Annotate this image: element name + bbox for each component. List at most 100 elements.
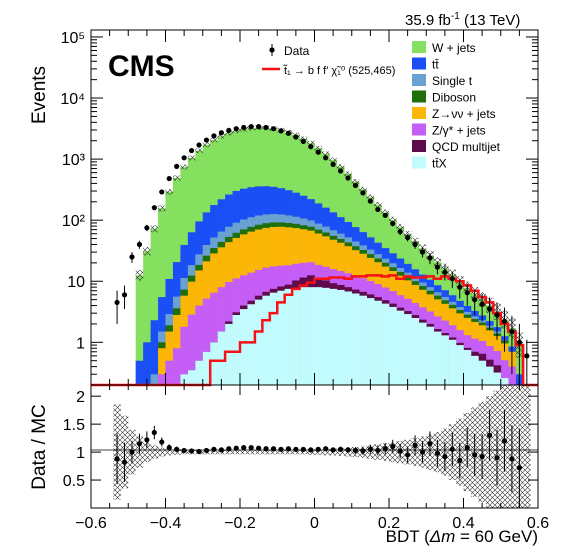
ratio-point: [434, 450, 441, 456]
ratio-point: [501, 438, 508, 444]
ratio-tick-label: 1.5: [63, 417, 85, 434]
x-axis-label: BDT (Δm = 60 GeV): [386, 527, 538, 546]
ratio-point: [509, 456, 515, 462]
mc-uncertainty-hatch: [165, 189, 173, 195]
ratio-point: [323, 446, 329, 452]
data-point: [270, 126, 277, 132]
stack-bar-tt-x: [195, 360, 204, 385]
stack-bar-tt-x: [359, 295, 367, 385]
mc-uncertainty-hatch: [180, 164, 188, 170]
data-point: [129, 254, 135, 260]
ratio-point: [270, 446, 277, 452]
mc-uncertainty-hatch: [195, 148, 203, 154]
data-point: [181, 155, 187, 161]
x-tick-label: 0.4: [452, 515, 474, 532]
legend-label: Z→νν + jets: [432, 107, 496, 121]
mc-uncertainty-hatch: [366, 194, 375, 201]
data-point: [233, 126, 239, 132]
stack-bar-tt-x: [418, 322, 427, 385]
stack-bar-tt-x: [262, 295, 271, 385]
legend-signal-label: t̃₁ → b f f′ χ̃₁⁰ (525,465): [283, 64, 396, 77]
ratio-point: [203, 447, 210, 454]
stack-bar-z-jets: [508, 366, 516, 385]
ratio-point: [464, 445, 470, 451]
ratio-band-bin: [247, 449, 255, 455]
data-point: [248, 124, 254, 130]
ratio-point: [382, 446, 388, 452]
legend-data-marker: [269, 47, 275, 53]
stack-bar-tt-x: [456, 345, 464, 385]
mc-uncertainty-hatch: [210, 137, 218, 143]
legend-label: W + jets: [432, 41, 476, 55]
stack-bar-tt-x: [396, 310, 405, 385]
ratio-point: [256, 445, 262, 451]
ratio-point: [121, 459, 128, 465]
data-point: [121, 292, 128, 298]
stack-bar-tt-x: [277, 290, 285, 385]
ratio-point: [129, 449, 135, 455]
ratio-point: [419, 449, 426, 455]
ratio-point: [151, 429, 157, 436]
x-tick-label: −0.6: [75, 515, 107, 532]
mc-uncertainty-hatch: [351, 179, 360, 185]
upper-x-axis-ticks: [90, 30, 539, 385]
stack-bar-tt-x: [292, 287, 300, 385]
y-tick-label: 1: [76, 335, 85, 352]
legend-swatch: [412, 107, 426, 119]
legend-label: Single t: [432, 74, 473, 88]
legend-label: QCD multijet: [432, 140, 501, 154]
stack-bar-tt-x: [463, 349, 472, 385]
legend-label: Z/γ* + jets: [432, 124, 486, 138]
data-point: [449, 276, 455, 282]
data-point: [516, 339, 522, 345]
ratio-tick-label: 0.5: [63, 473, 85, 490]
stack-bar-tt-x: [426, 326, 434, 385]
stack-bar-tt-x: [247, 304, 256, 385]
mc-uncertainty-hatch: [217, 133, 226, 139]
stack-bar-tt-x: [217, 331, 226, 385]
y-tick-label: 10⁵: [61, 30, 85, 47]
ratio-point: [308, 447, 314, 453]
mc-uncertainty-hatch: [396, 223, 404, 231]
mc-uncertainty-hatch: [158, 205, 166, 212]
stack-bar-tt-x: [448, 339, 457, 385]
stack-bar-tt-x: [500, 378, 509, 385]
ratio-point: [300, 446, 306, 452]
mc-uncertainty-hatch: [344, 171, 352, 177]
mc-uncertainty-hatch: [336, 164, 345, 170]
ratio-point: [263, 446, 269, 452]
ratio-point: [390, 443, 396, 450]
y-tick-label: 10²: [62, 213, 86, 230]
stack-bar-tt-x: [493, 372, 502, 385]
ratio-band-bin: [165, 448, 173, 456]
data-point: [218, 130, 224, 136]
x-tick-label: −0.4: [150, 515, 182, 532]
ratio-point: [248, 445, 254, 451]
data-point: [509, 328, 515, 335]
data-point: [114, 299, 120, 306]
data-point: [315, 149, 321, 155]
ratio-point: [136, 441, 143, 447]
upper-y-axis-ticks: 1 10 10² 10³ 10⁴ 10⁵: [60, 30, 538, 386]
legend-label: Diboson: [432, 91, 476, 105]
data-point: [390, 220, 396, 227]
stack-bar-tt-x: [336, 289, 345, 385]
data-point: [375, 206, 381, 213]
stack-bar-tt-x: [403, 314, 412, 385]
ratio-point: [449, 446, 455, 452]
luminosity-label: 35.9 fb-1 (13 TeV): [405, 11, 520, 29]
mc-uncertainty-hatch: [314, 145, 322, 151]
ratio-tick-label: 1: [76, 445, 85, 462]
stack-bar-tt-x: [202, 351, 211, 385]
y-tick-label: 10: [67, 274, 85, 291]
stack-bar-tt-x: [299, 287, 308, 385]
data-point: [159, 189, 165, 195]
data-point: [174, 163, 180, 169]
stack-bar-tt-x: [389, 306, 397, 385]
ratio-point: [285, 446, 292, 452]
ratio-point: [241, 445, 247, 451]
ratio-band-bin: [232, 449, 240, 455]
ratio-point: [442, 453, 448, 460]
ratio-point: [360, 448, 366, 454]
